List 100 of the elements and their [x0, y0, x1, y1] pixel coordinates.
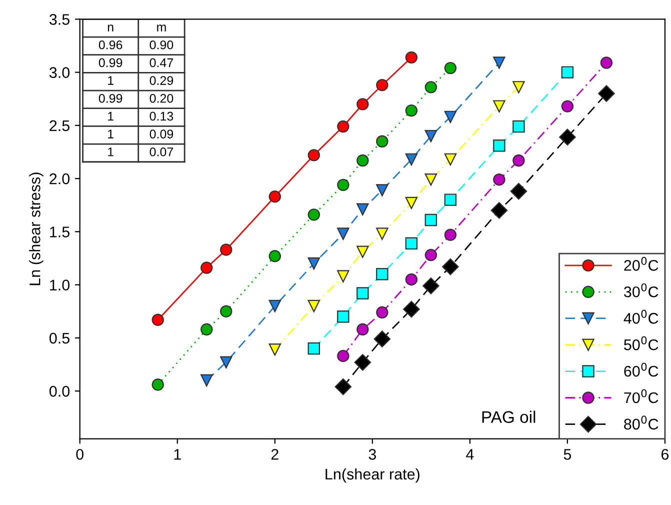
point — [376, 228, 388, 240]
point — [561, 100, 574, 112]
point — [200, 262, 213, 274]
point — [356, 323, 369, 336]
y-tick-label: 1.5 — [50, 226, 70, 238]
point — [220, 305, 232, 318]
annotation: n — [108, 24, 114, 32]
y-tick-label: 3.0 — [49, 67, 70, 78]
point — [337, 228, 350, 240]
point — [442, 258, 459, 276]
point — [356, 287, 369, 300]
point — [268, 300, 281, 312]
x-tick-label: 4 — [466, 449, 474, 460]
y-tick-label: 2.0 — [50, 173, 70, 184]
point — [152, 378, 164, 391]
y-tick-label: 0.5 — [49, 332, 70, 344]
x-tick-label: 0 — [76, 448, 84, 460]
point — [493, 174, 506, 186]
point — [559, 128, 576, 146]
point — [220, 244, 232, 256]
point — [268, 190, 281, 203]
point — [444, 194, 457, 206]
point — [444, 228, 457, 241]
point — [510, 182, 528, 200]
point — [268, 343, 281, 356]
legend-label: 20$^{0}$C — [624, 256, 658, 271]
annotation: 1 — [108, 130, 114, 138]
legend-label: 80$^{0}$C — [624, 416, 658, 430]
legend-label: 60$^{0}$C — [624, 362, 658, 377]
x-tick-label: 3 — [368, 448, 376, 460]
point — [337, 120, 350, 133]
point — [308, 257, 320, 270]
point — [598, 85, 615, 102]
annotation: 0.96 — [98, 40, 122, 50]
point — [356, 246, 369, 258]
annotation: 0.20 — [150, 94, 174, 103]
point — [268, 250, 281, 262]
y-tick-label: 2.5 — [50, 120, 70, 132]
point — [220, 356, 232, 368]
x-tick-label: 5 — [564, 449, 572, 460]
annotation: m — [157, 24, 166, 32]
point — [424, 81, 438, 94]
x-axis-title: Ln(shear rate) — [326, 468, 420, 483]
point — [308, 300, 320, 312]
point — [308, 208, 320, 221]
point — [376, 306, 388, 319]
x-tick-label: 1 — [174, 449, 181, 460]
point — [200, 374, 213, 387]
x-tick-label: 6 — [661, 448, 669, 460]
y-tick-label: 0.0 — [49, 386, 70, 397]
annotation: PAG oil — [482, 410, 536, 423]
annotation: 1 — [108, 148, 114, 156]
point — [561, 66, 574, 78]
point — [405, 196, 418, 210]
annotation: 0.90 — [150, 40, 174, 50]
legend-label: 70$^{0}$C — [624, 389, 658, 404]
point — [405, 237, 418, 250]
annotation: 1 — [108, 112, 114, 121]
point — [354, 354, 372, 371]
point — [422, 277, 440, 294]
annotation: 1 — [108, 76, 114, 85]
point — [337, 310, 350, 323]
point — [308, 149, 320, 162]
y-tick-label: 1.0 — [50, 280, 70, 290]
annotation: 0.09 — [150, 130, 174, 138]
point — [376, 78, 388, 92]
point — [405, 273, 418, 286]
point — [424, 248, 438, 262]
point — [424, 174, 438, 186]
point — [424, 130, 438, 142]
point — [152, 314, 164, 326]
point — [356, 98, 369, 110]
point — [374, 330, 391, 348]
point — [337, 350, 350, 362]
point — [444, 62, 457, 74]
point — [356, 203, 369, 216]
point — [403, 300, 420, 318]
annotation: 0.29 — [150, 76, 174, 85]
point — [493, 140, 506, 152]
y-axis-title: Ln (shear stress) — [29, 172, 44, 286]
legend-label: 50$^{0}$C — [624, 336, 658, 350]
point — [424, 214, 438, 226]
annotation: 0.07 — [150, 147, 174, 156]
point — [405, 51, 418, 64]
point — [405, 153, 418, 166]
point — [337, 270, 350, 282]
annotation: 0.47 — [150, 58, 174, 68]
point — [200, 323, 213, 336]
annotation: 0.99 — [98, 58, 122, 68]
x-tick-label: 2 — [271, 448, 278, 460]
point — [308, 342, 320, 355]
point — [334, 378, 352, 396]
point — [405, 104, 418, 117]
point — [512, 120, 525, 133]
point — [337, 178, 350, 192]
annotation: 0.99 — [98, 94, 122, 103]
annotation: 0.13 — [150, 112, 174, 121]
point — [493, 100, 506, 112]
point — [512, 154, 525, 167]
point — [376, 268, 388, 280]
